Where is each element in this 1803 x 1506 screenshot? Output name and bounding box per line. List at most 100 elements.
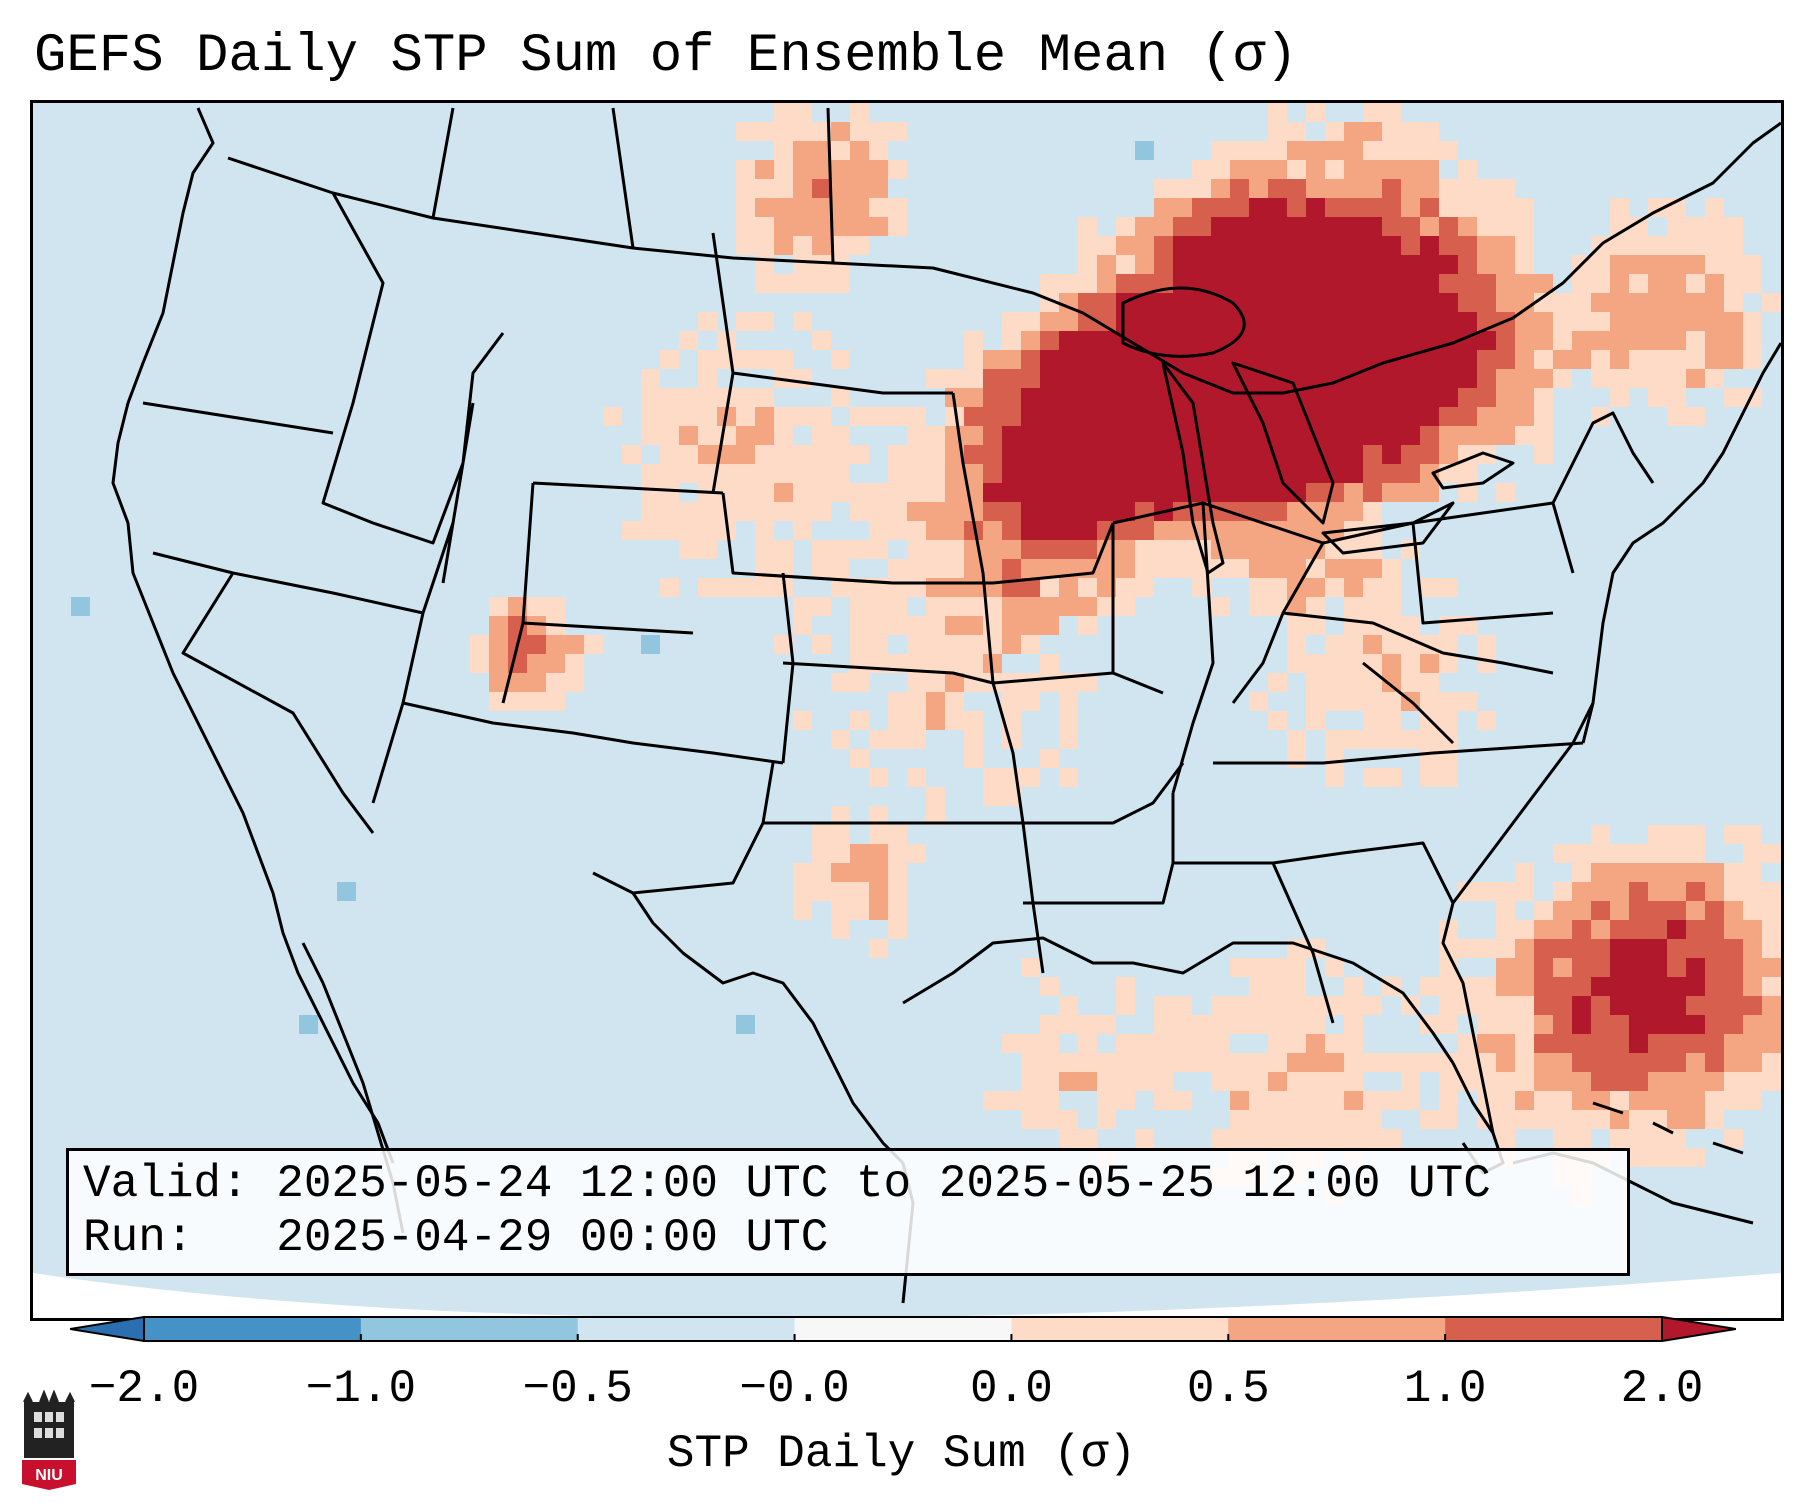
field-cell: [1021, 578, 1040, 597]
field-cell: [1021, 312, 1040, 331]
field-cell: [945, 635, 964, 654]
field-cell: [850, 635, 869, 654]
field-cell: [755, 350, 774, 369]
field-cell: [1515, 1091, 1534, 1110]
field-cell: [1401, 141, 1420, 160]
field-cell: [1534, 331, 1553, 350]
field-cell: [831, 559, 850, 578]
colorbar-outline: [143, 1316, 1663, 1342]
field-cell: [1610, 274, 1629, 293]
colorbar-segment: [144, 1317, 362, 1341]
field-cell: [983, 369, 1002, 388]
field-cell: [1287, 502, 1306, 521]
field-cell: [1116, 977, 1135, 996]
field-cell: [1743, 825, 1762, 844]
field-cell: [831, 920, 850, 939]
field-cell: [1287, 1015, 1306, 1034]
field-cell: [1705, 255, 1724, 274]
field-cell: [1097, 1110, 1116, 1129]
field-cell: [1021, 1053, 1040, 1072]
field-cell: [1116, 274, 1135, 293]
field-cell: [1420, 274, 1439, 293]
field-cell: [1192, 255, 1211, 274]
field-cell: [1230, 217, 1249, 236]
field-cell: [1249, 1015, 1268, 1034]
field-cell: [1420, 312, 1439, 331]
field-cell: [1021, 1110, 1040, 1129]
field-cell: [527, 635, 546, 654]
field-cell: [1230, 464, 1249, 483]
field-cell: [1325, 445, 1344, 464]
field-cell: [1686, 1015, 1705, 1034]
field-cell: [1591, 863, 1610, 882]
field-cell: [527, 654, 546, 673]
field-cell: [1306, 1034, 1325, 1053]
field-cell: [888, 521, 907, 540]
field-cell: [774, 103, 793, 122]
field-cell: [1724, 1053, 1743, 1072]
field-cell: [1363, 179, 1382, 198]
field-cell: [926, 654, 945, 673]
field-cell: [1420, 692, 1439, 711]
field-cell: [1192, 160, 1211, 179]
field-cell: [1306, 179, 1325, 198]
field-cell: [1268, 996, 1287, 1015]
field-cell: [1249, 179, 1268, 198]
field-cell: [850, 141, 869, 160]
field-cell: [793, 502, 812, 521]
field-cell: [1211, 141, 1230, 160]
field-cell: [1268, 217, 1287, 236]
colorbar-tick-label: 1.0: [1403, 1363, 1487, 1415]
field-cell: [1344, 179, 1363, 198]
field-cell: [1743, 901, 1762, 920]
field-cell: [1211, 445, 1230, 464]
field-cell: [1534, 407, 1553, 426]
field-cell: [1534, 1072, 1553, 1091]
field-cell: [1192, 1053, 1211, 1072]
field-cell: [1382, 407, 1401, 426]
field-cell: [1439, 369, 1458, 388]
field-cell: [793, 122, 812, 141]
field-cell: [1610, 901, 1629, 920]
field-cell: [1363, 255, 1382, 274]
field-cell: [1135, 369, 1154, 388]
field-cell: [755, 122, 774, 141]
field-cell: [641, 426, 660, 445]
field-cell: [1743, 1034, 1762, 1053]
field-cell: [1515, 350, 1534, 369]
field-cell: [812, 502, 831, 521]
field-cell: [1496, 407, 1515, 426]
field-cell: [71, 597, 90, 616]
field-cell: [888, 217, 907, 236]
field-cell: [660, 521, 679, 540]
field-cell: [1078, 293, 1097, 312]
field-cell: [1344, 255, 1363, 274]
field-cell: [888, 559, 907, 578]
field-cell: [774, 141, 793, 160]
field-cell: [964, 711, 983, 730]
field-cell: [1230, 236, 1249, 255]
field-cell: [1667, 1072, 1686, 1091]
field-cell: [964, 578, 983, 597]
field-cell: [1344, 217, 1363, 236]
field-cell: [527, 597, 546, 616]
field-cell: [1287, 749, 1306, 768]
field-cell: [869, 597, 888, 616]
field-cell: [1382, 1053, 1401, 1072]
valid-label: Valid:: [83, 1158, 249, 1210]
field-cell: [1439, 711, 1458, 730]
field-cell: [1724, 977, 1743, 996]
field-cell: [1306, 103, 1325, 122]
field-cell: [1420, 179, 1439, 198]
field-cell: [1363, 1129, 1382, 1148]
field-cell: [1306, 654, 1325, 673]
field-cell: [1724, 312, 1743, 331]
field-cell: [1154, 559, 1173, 578]
field-cell: [1249, 331, 1268, 350]
field-cell: [1059, 559, 1078, 578]
field-cell: [1268, 559, 1287, 578]
field-cell: [1477, 255, 1496, 274]
field-cell: [1686, 1091, 1705, 1110]
field-cell: [736, 160, 755, 179]
field-cell: [1724, 293, 1743, 312]
